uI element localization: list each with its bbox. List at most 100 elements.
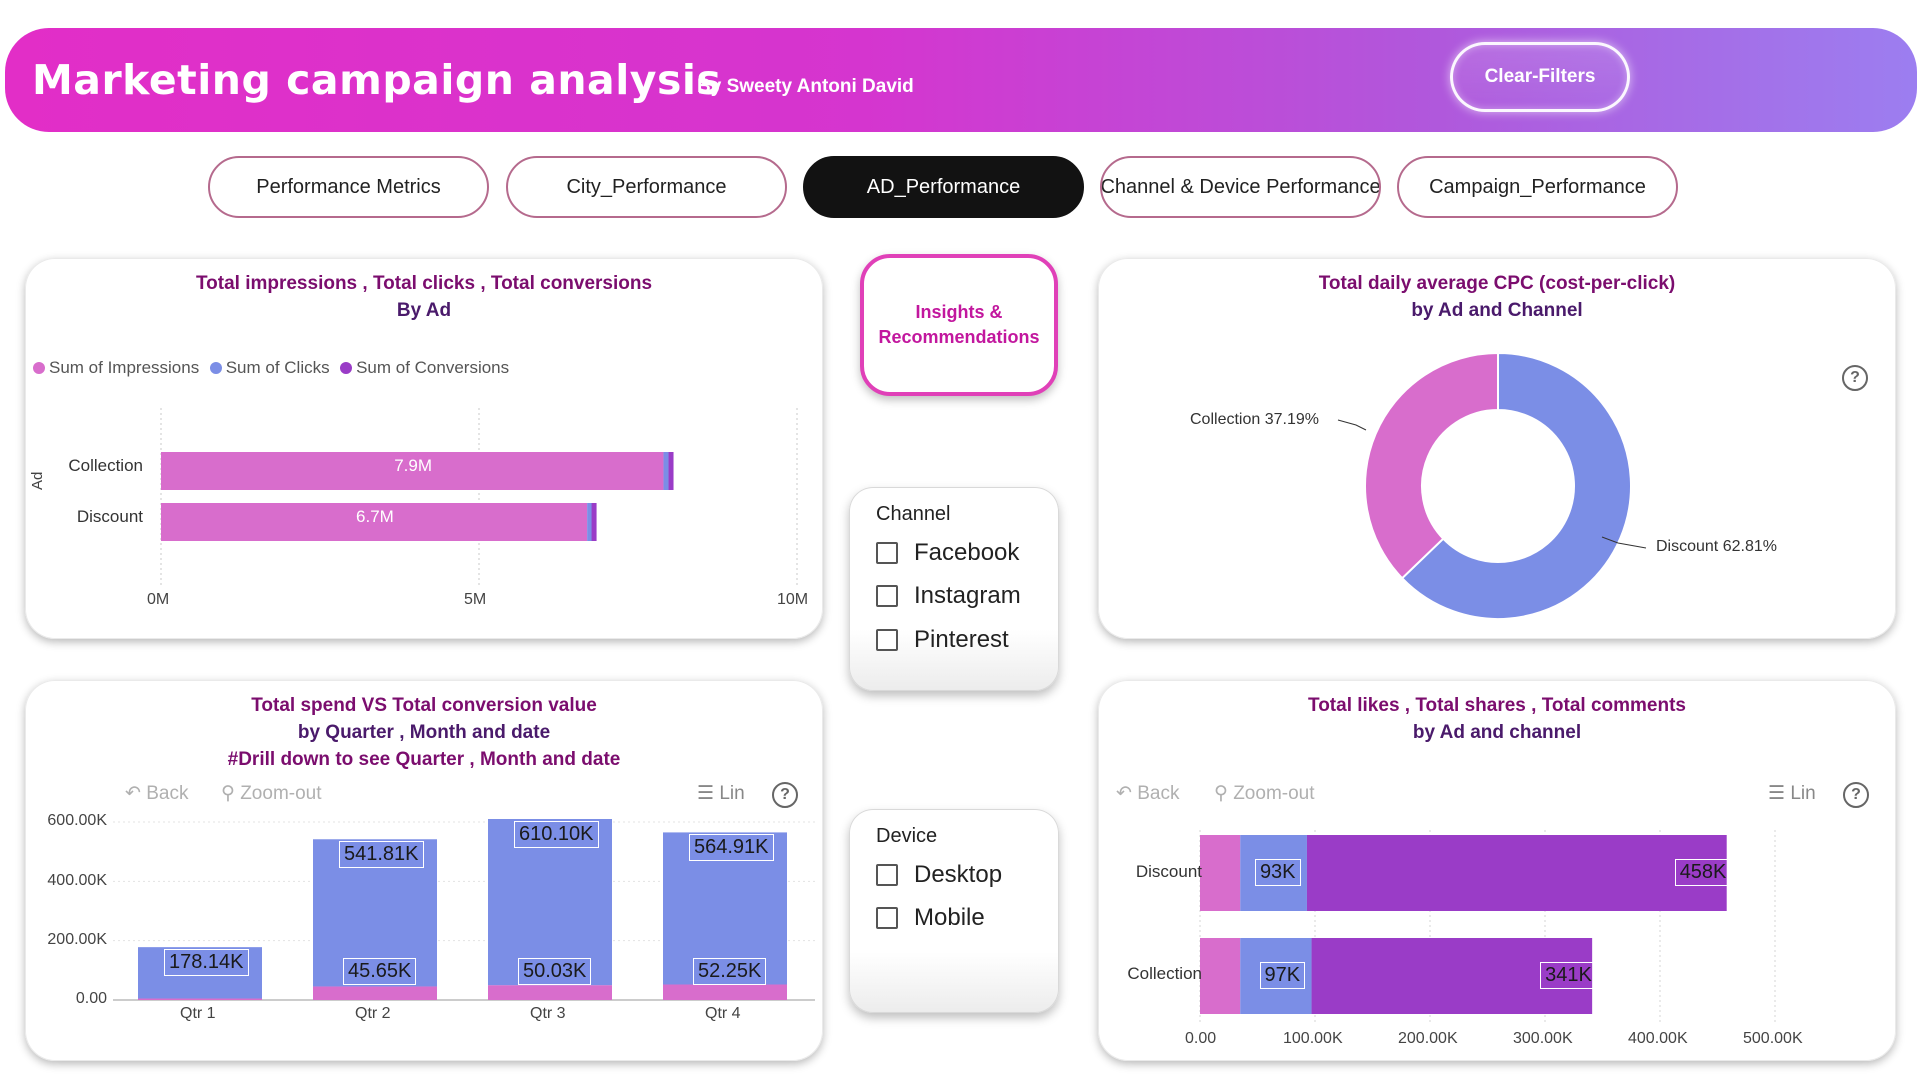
x-tick-label: Qtr 3 <box>530 1005 566 1022</box>
slicer-option-facebook[interactable]: Facebook <box>876 539 1019 567</box>
category-label: Collection <box>1127 964 1202 983</box>
option-label: Mobile <box>914 904 985 931</box>
zoom-out-button[interactable]: ⚲ Zoom-out <box>1214 782 1315 805</box>
list-icon: ☰ <box>697 783 715 804</box>
cpc-donut-chart <box>1337 351 1647 620</box>
zoom-out-icon: ⚲ <box>1214 783 1228 804</box>
checkbox-icon[interactable] <box>876 907 898 929</box>
help-icon[interactable]: ? <box>1842 365 1868 391</box>
bar-segment-sum-of-impressions <box>161 452 664 490</box>
y-tick-label: 400.00K <box>47 872 107 889</box>
chart-title-line2: By Ad <box>396 300 452 321</box>
slice-label-discount: Discount 62.81% <box>1656 538 1777 555</box>
back-arrow-icon: ↶ <box>1116 783 1132 804</box>
legend-dot-icon <box>33 362 45 374</box>
y-tick-label: 200.00K <box>47 931 107 948</box>
checkbox-icon[interactable] <box>876 629 898 651</box>
legend-label: Sum of Conversions <box>356 358 510 377</box>
impressions-chart-panel: Total impressions , Total clicks , Total… <box>25 258 823 639</box>
category-label: Discount <box>76 507 143 526</box>
bar-segment-conversion-value <box>488 985 612 1000</box>
bar-segment-spend <box>488 819 612 986</box>
page-subtitle: By Sweety Antoni David <box>697 76 914 97</box>
option-label: Facebook <box>914 539 1020 566</box>
x-tick-label: 200.00K <box>1398 1030 1458 1047</box>
tab-ad-performance[interactable]: AD_Performance <box>803 156 1084 218</box>
chart-title-line2: by Ad and channel <box>1412 722 1582 743</box>
lin-button[interactable]: ☰ Lin <box>697 782 745 805</box>
y-tick-label: 600.00K <box>47 812 107 829</box>
bar-segment-conversion-value <box>138 998 262 1000</box>
bar-segment-sum-of-clicks <box>587 503 593 541</box>
x-tick-label: 100.00K <box>1283 1030 1343 1047</box>
chart-title-line2: by Quarter , Month and date <box>297 722 551 743</box>
page-title: Marketing campaign analysis <box>32 56 722 104</box>
tab-campaign-performance[interactable]: Campaign_Performance <box>1397 156 1678 218</box>
cpc-chart-panel: Total daily average CPC (cost-per-click)… <box>1098 258 1896 639</box>
bar-segment-conversion-value <box>313 986 437 1000</box>
back-button[interactable]: ↶ Back <box>1116 782 1179 805</box>
x-tick-label: 0M <box>147 591 170 608</box>
lin-label: Lin <box>719 783 745 804</box>
x-tick-label: 5M <box>464 591 487 608</box>
y-tick-label: 0.00 <box>75 990 107 1007</box>
checkbox-icon[interactable] <box>876 542 898 564</box>
data-label: 541.81K <box>339 841 424 869</box>
chart-title: Total daily average CPC (cost-per-click)… <box>1098 270 1896 324</box>
legend-conversions[interactable]: Sum of Conversions <box>340 358 509 377</box>
donut-slice-discount <box>1400 351 1632 620</box>
legend-impressions[interactable]: Sum of Impressions <box>33 358 199 377</box>
help-icon[interactable]: ? <box>1843 782 1869 808</box>
back-label: Back <box>146 783 189 804</box>
bar-segment-comments <box>1311 938 1593 1014</box>
data-label: 50.03K <box>518 958 592 985</box>
checkbox-icon[interactable] <box>876 864 898 886</box>
slicer-option-desktop[interactable]: Desktop <box>876 861 1002 889</box>
leader-line <box>1601 536 1647 549</box>
legend-dot-icon <box>209 362 222 374</box>
clear-filters-button[interactable]: Clear-Filters <box>1450 42 1630 112</box>
insights-recommendations-button[interactable]: Insights & Recommendations <box>860 254 1058 396</box>
bar-segment-conversion-value <box>663 984 787 1000</box>
tab-channel-device-performance[interactable]: Channel & Device Performance <box>1100 156 1381 218</box>
channel-slicer: Channel Facebook Instagram Pinterest <box>849 487 1059 691</box>
x-tick-label: Qtr 4 <box>705 1005 741 1022</box>
lin-button[interactable]: ☰ Lin <box>1768 782 1816 805</box>
legend-label: Sum of Clicks <box>225 358 330 377</box>
back-arrow-icon: ↶ <box>125 783 141 804</box>
x-tick-label: 300.00K <box>1513 1030 1573 1047</box>
slicer-option-pinterest[interactable]: Pinterest <box>876 626 1009 654</box>
chart-legend: Sum of Impressions Sum of Clicks Sum of … <box>33 358 509 378</box>
slicer-title: Channel <box>876 503 951 525</box>
tab-city-performance[interactable]: City_Performance <box>506 156 787 218</box>
data-label: 93K <box>1254 859 1301 886</box>
bar-segment-sum-of-impressions <box>161 503 588 541</box>
legend-clicks[interactable]: Sum of Clicks <box>209 358 330 377</box>
slicer-option-instagram[interactable]: Instagram <box>876 582 1021 610</box>
back-button[interactable]: ↶ Back <box>125 782 188 805</box>
slicer-title: Device <box>876 825 938 847</box>
zoom-out-button[interactable]: ⚲ Zoom-out <box>221 782 322 805</box>
insights-label-line2: Recommendations <box>878 327 1040 347</box>
chart-title: Total spend VS Total conversion value by… <box>25 692 823 773</box>
bar-segment-sum-of-conversions <box>591 503 597 541</box>
bar-segment-comments <box>1306 835 1727 911</box>
zoom-out-label: Zoom-out <box>240 783 322 804</box>
tab-performance-metrics[interactable]: Performance Metrics <box>208 156 489 218</box>
back-label: Back <box>1137 783 1180 804</box>
bar-segment-likes <box>1200 835 1241 911</box>
checkbox-icon[interactable] <box>876 585 898 607</box>
data-label: 52.25K <box>693 958 767 985</box>
x-tick-label: Qtr 1 <box>180 1005 216 1022</box>
slice-label-collection: Collection 37.19% <box>1190 411 1319 428</box>
engagement-chart-panel: Total likes , Total shares , Total comme… <box>1098 680 1896 1061</box>
slicer-option-mobile[interactable]: Mobile <box>876 904 985 932</box>
x-tick-label: 400.00K <box>1628 1030 1688 1047</box>
help-icon[interactable]: ? <box>772 782 798 808</box>
data-label: 45.65K <box>343 958 417 985</box>
x-tick-label: Qtr 2 <box>355 1005 391 1022</box>
chart-title-line2: by Ad and Channel <box>1411 300 1583 321</box>
data-label: 6.7M <box>356 507 394 526</box>
insights-label-line1: Insights & <box>915 302 1003 322</box>
category-label: Discount <box>1135 862 1202 881</box>
